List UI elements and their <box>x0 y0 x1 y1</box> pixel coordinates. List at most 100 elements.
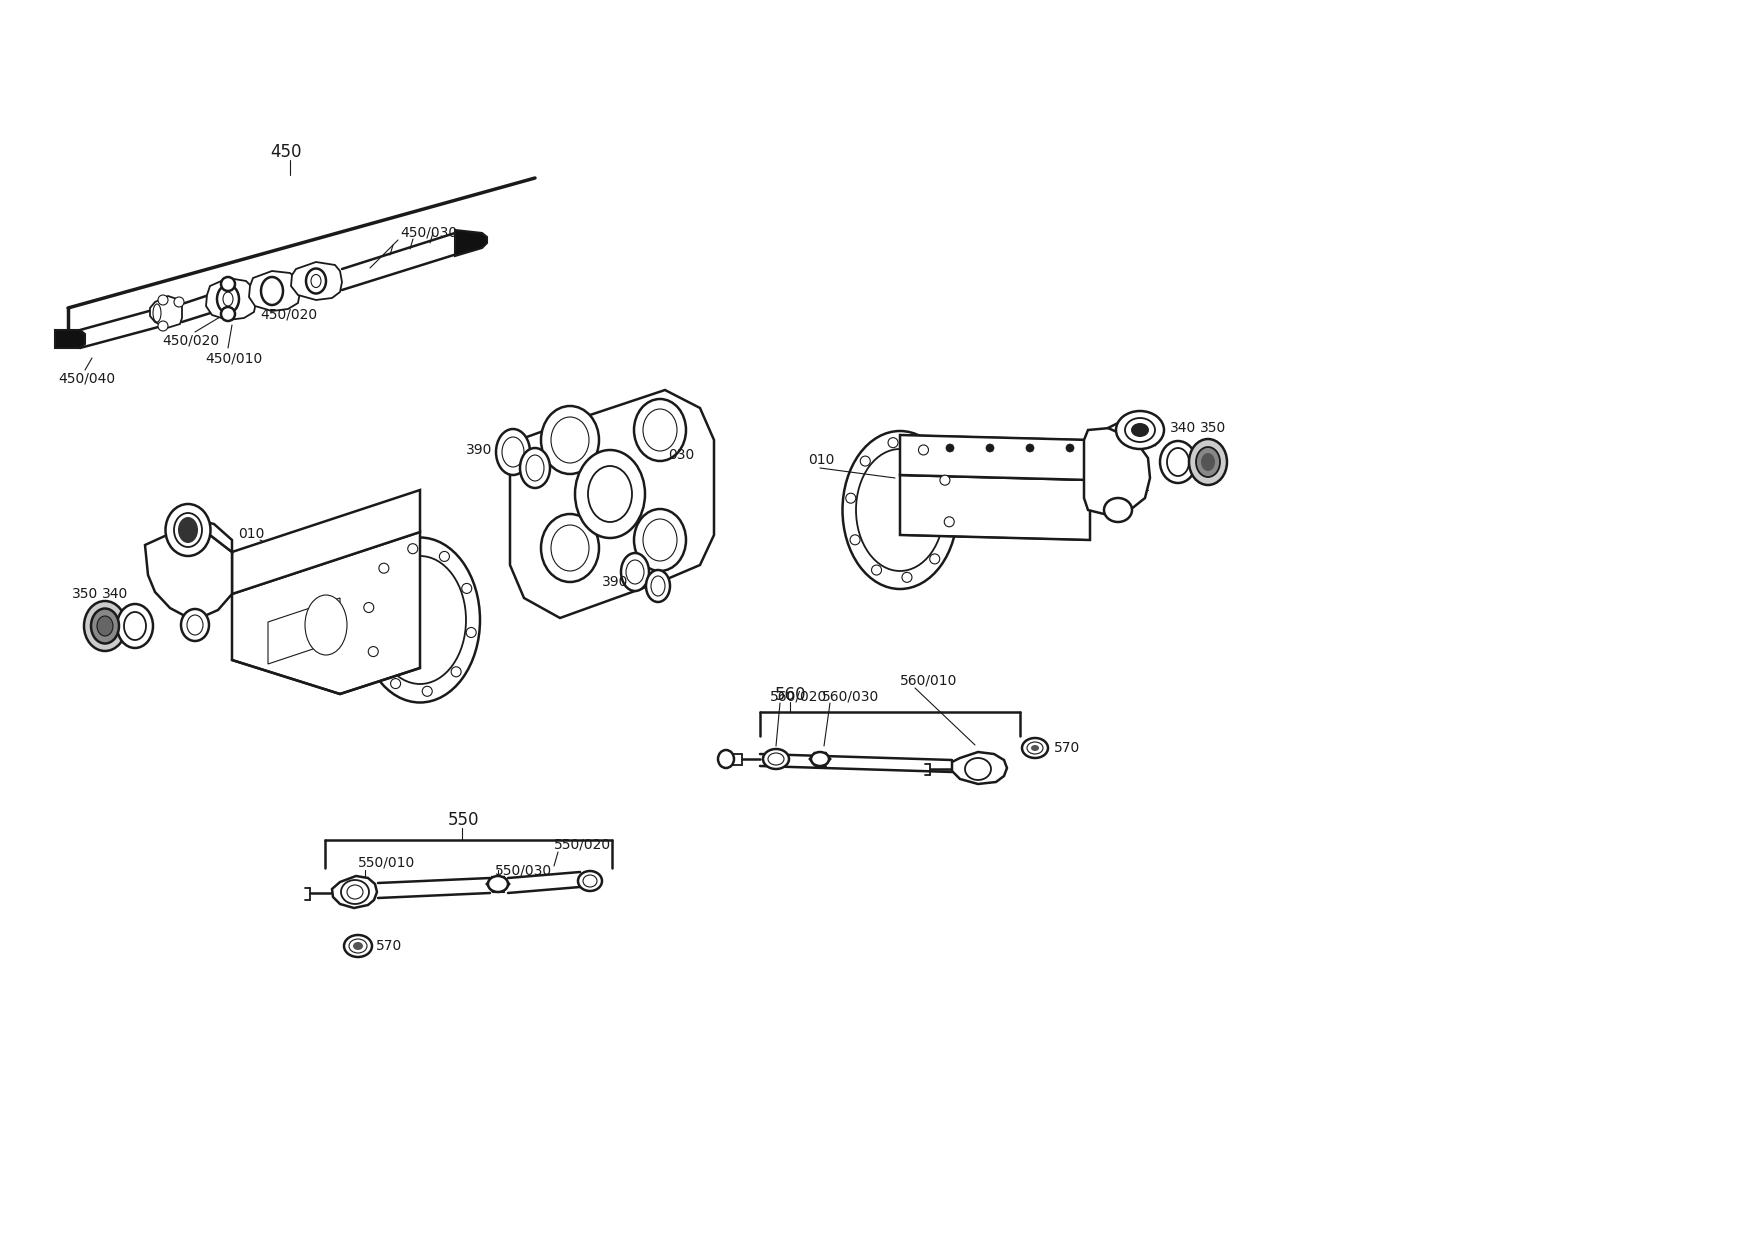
Circle shape <box>440 552 449 562</box>
Ellipse shape <box>540 405 600 474</box>
Text: 390: 390 <box>602 575 628 589</box>
Ellipse shape <box>588 466 631 522</box>
Text: 340: 340 <box>102 587 128 601</box>
Circle shape <box>467 627 475 637</box>
Ellipse shape <box>1103 498 1131 522</box>
Polygon shape <box>510 391 714 618</box>
Ellipse shape <box>340 880 368 904</box>
Text: 030: 030 <box>668 448 695 463</box>
Ellipse shape <box>496 429 530 475</box>
Polygon shape <box>900 435 1089 480</box>
Text: 550/010: 550/010 <box>358 856 416 869</box>
Ellipse shape <box>717 750 733 768</box>
Circle shape <box>930 554 940 564</box>
Ellipse shape <box>551 525 589 570</box>
Polygon shape <box>232 532 419 694</box>
Polygon shape <box>249 272 300 311</box>
Circle shape <box>1066 444 1073 453</box>
Ellipse shape <box>344 935 372 957</box>
Ellipse shape <box>347 885 363 899</box>
Ellipse shape <box>1031 745 1038 751</box>
Ellipse shape <box>519 448 551 489</box>
Ellipse shape <box>188 615 203 635</box>
Polygon shape <box>1109 418 1159 445</box>
Polygon shape <box>332 875 377 908</box>
Polygon shape <box>205 278 256 320</box>
Ellipse shape <box>349 939 367 954</box>
Ellipse shape <box>96 616 112 636</box>
Circle shape <box>888 438 898 448</box>
Text: 560/010: 560/010 <box>900 673 958 687</box>
Ellipse shape <box>645 570 670 601</box>
Text: 450/030: 450/030 <box>400 224 458 239</box>
Ellipse shape <box>91 609 119 644</box>
Ellipse shape <box>633 508 686 570</box>
Text: 450/010: 450/010 <box>205 351 263 365</box>
Polygon shape <box>268 598 340 663</box>
Circle shape <box>940 475 951 485</box>
Text: 350: 350 <box>72 587 98 601</box>
Circle shape <box>902 573 912 583</box>
Ellipse shape <box>526 455 544 481</box>
Polygon shape <box>900 475 1089 539</box>
Ellipse shape <box>177 517 198 543</box>
Circle shape <box>158 321 168 331</box>
Polygon shape <box>146 529 232 618</box>
Circle shape <box>363 603 374 613</box>
Text: 560/020: 560/020 <box>770 689 828 703</box>
Text: 570: 570 <box>1054 742 1080 755</box>
Ellipse shape <box>965 758 991 780</box>
Ellipse shape <box>84 601 126 651</box>
Circle shape <box>368 646 379 656</box>
Circle shape <box>986 444 995 453</box>
Circle shape <box>221 308 235 321</box>
Ellipse shape <box>651 577 665 596</box>
Ellipse shape <box>165 503 210 556</box>
Ellipse shape <box>1131 423 1149 436</box>
Text: 350: 350 <box>1200 422 1226 435</box>
Text: 010: 010 <box>809 453 835 467</box>
Circle shape <box>423 686 431 697</box>
Ellipse shape <box>621 553 649 591</box>
Ellipse shape <box>488 875 509 892</box>
Ellipse shape <box>768 753 784 765</box>
Circle shape <box>945 444 954 453</box>
Text: 560/030: 560/030 <box>823 689 879 703</box>
Circle shape <box>221 277 235 291</box>
Ellipse shape <box>644 520 677 560</box>
Circle shape <box>944 517 954 527</box>
Polygon shape <box>454 229 488 255</box>
Ellipse shape <box>626 560 644 584</box>
Polygon shape <box>291 262 342 300</box>
Ellipse shape <box>353 942 363 950</box>
Text: 550/030: 550/030 <box>495 863 553 877</box>
Ellipse shape <box>118 604 153 649</box>
Text: 550/020: 550/020 <box>554 838 610 852</box>
Text: 390: 390 <box>467 443 493 458</box>
Circle shape <box>174 298 184 308</box>
Circle shape <box>851 534 859 544</box>
Circle shape <box>845 494 856 503</box>
Circle shape <box>391 678 400 688</box>
Ellipse shape <box>575 450 645 538</box>
Ellipse shape <box>856 449 944 570</box>
Ellipse shape <box>763 749 789 769</box>
Text: 450/040: 450/040 <box>58 371 116 384</box>
Ellipse shape <box>1028 742 1044 754</box>
Ellipse shape <box>810 751 830 766</box>
Circle shape <box>872 565 882 575</box>
Ellipse shape <box>842 432 958 589</box>
Polygon shape <box>1084 428 1151 515</box>
Circle shape <box>461 584 472 594</box>
Text: 450/020: 450/020 <box>161 334 219 347</box>
Ellipse shape <box>502 436 524 467</box>
Ellipse shape <box>1124 418 1154 441</box>
Polygon shape <box>151 296 182 329</box>
Text: 450/020: 450/020 <box>260 308 317 322</box>
Ellipse shape <box>579 870 602 892</box>
Circle shape <box>407 543 417 554</box>
Text: 570: 570 <box>375 939 402 954</box>
Text: 450: 450 <box>270 143 302 161</box>
Ellipse shape <box>644 409 677 451</box>
Circle shape <box>1026 444 1035 453</box>
